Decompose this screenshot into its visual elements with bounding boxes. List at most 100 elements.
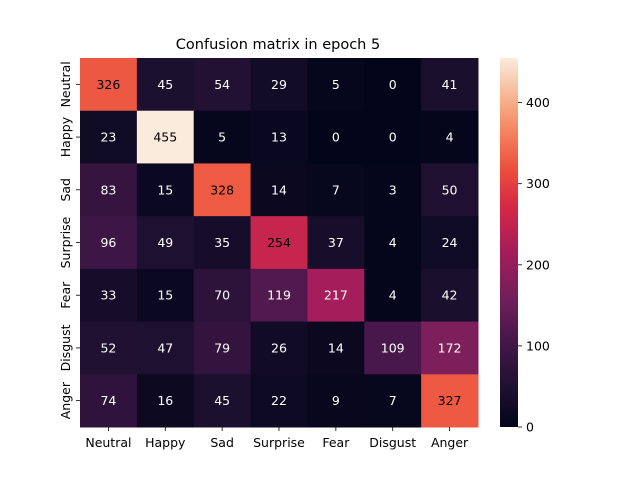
heatmap-cell <box>364 58 422 112</box>
heatmap-cell <box>136 374 195 428</box>
heatmap-cell <box>80 163 138 217</box>
cell-value-label: 119 <box>267 288 291 303</box>
cell-value-label: 29 <box>271 77 287 92</box>
cell-value-label: 45 <box>214 393 230 408</box>
heatmap-cell <box>307 268 365 323</box>
cell-value-label: 4 <box>446 130 454 145</box>
colorbar-tick-label: 400 <box>526 95 550 110</box>
cell-value-label: 4 <box>389 235 397 250</box>
cell-value-label: 15 <box>157 182 173 197</box>
heatmap-cell <box>421 268 479 323</box>
cell-value-label: 47 <box>157 340 173 355</box>
cell-value-label: 254 <box>267 235 291 250</box>
cell-value-label: 455 <box>153 130 177 145</box>
colorbar-tick-label: 0 <box>526 420 534 435</box>
heatmap-cell <box>250 321 308 375</box>
heatmap-cell <box>80 321 138 375</box>
x-tick-label: Sad <box>210 435 234 450</box>
cell-value-label: 49 <box>157 235 173 250</box>
heatmap-cell <box>421 374 479 428</box>
heatmap-cell <box>421 216 479 270</box>
cell-value-label: 79 <box>214 340 230 355</box>
y-axis: Neutral Happy Sad Surprise Fear Disgust Anger <box>58 61 80 419</box>
heatmap-cell <box>364 163 422 217</box>
cell-value-label: 3 <box>389 182 397 197</box>
cell-value-label: 70 <box>214 288 230 303</box>
y-tick-label: Surprise <box>58 216 73 268</box>
colorbar-tick-label: 300 <box>526 176 550 191</box>
heatmap-cell <box>250 110 308 164</box>
cell-value-label: 22 <box>271 393 287 408</box>
cell-value-label: 45 <box>157 77 173 92</box>
cell-value-label: 7 <box>332 182 340 197</box>
cell-value-label: 328 <box>210 182 234 197</box>
heatmap-cell <box>421 58 479 112</box>
heatmap-cell <box>193 321 252 375</box>
heatmap-cell <box>307 163 365 217</box>
heatmap-cell <box>80 110 138 164</box>
cell-value-label: 37 <box>328 235 344 250</box>
heatmap-cell <box>193 163 252 217</box>
cell-value-label: 172 <box>438 340 462 355</box>
heatmap-cell <box>364 110 422 164</box>
cell-value-label: 54 <box>214 77 230 92</box>
heatmap-cell <box>364 216 422 270</box>
cell-value-label: 23 <box>100 130 116 145</box>
cell-value-label: 109 <box>381 340 405 355</box>
cell-value-label: 35 <box>214 235 230 250</box>
heatmap-cell <box>250 268 308 323</box>
x-tick-label: Surprise <box>253 435 305 450</box>
x-tick-label: Disgust <box>369 435 416 450</box>
cell-value-label: 0 <box>389 130 397 145</box>
heatmap-cell <box>80 374 138 428</box>
cell-value-label: 74 <box>100 393 116 408</box>
colorbar-tick-label: 200 <box>526 257 550 272</box>
cell-value-label: 13 <box>271 130 287 145</box>
colorbar-axis: 0 100 200 300 400 <box>518 95 550 435</box>
cell-value-label: 5 <box>218 130 226 145</box>
cell-value-label: 83 <box>100 182 116 197</box>
cell-value-label: 14 <box>271 182 287 197</box>
heatmap-cell <box>364 268 422 323</box>
cell-value-label: 0 <box>389 77 397 92</box>
y-tick-label: Neutral <box>58 61 73 107</box>
heatmap-cell <box>364 321 422 375</box>
colorbar <box>500 58 518 427</box>
heatmap-cell <box>136 110 195 164</box>
x-tick-label: Fear <box>322 435 350 450</box>
y-tick-label: Fear <box>58 281 73 309</box>
heatmap-cell <box>136 216 195 270</box>
cell-value-label: 41 <box>442 77 458 92</box>
heatmap-cell <box>193 268 252 323</box>
cell-value-label: 42 <box>442 288 458 303</box>
heatmap-cell <box>307 58 365 112</box>
heatmap-cell <box>250 374 308 428</box>
heatmap-cell <box>80 268 138 323</box>
heatmap-cell <box>250 58 308 112</box>
cell-value-label: 52 <box>100 340 116 355</box>
heatmap-cell <box>80 58 138 112</box>
cell-value-label: 14 <box>328 340 344 355</box>
y-tick-label: Anger <box>58 381 73 419</box>
heatmap-cell <box>136 58 195 112</box>
y-tick-label: Sad <box>58 178 73 202</box>
heatmap-cell <box>307 321 365 375</box>
cell-value-label: 326 <box>96 77 120 92</box>
cell-value-label: 33 <box>100 288 116 303</box>
cell-value-label: 217 <box>324 288 348 303</box>
x-axis: Neutral Happy Sad Surprise Fear Disgust Anger <box>85 427 469 450</box>
heatmap-cell <box>364 374 422 428</box>
heatmap-cell <box>136 163 195 217</box>
heatmap-cell <box>193 110 252 164</box>
heatmap-cell <box>421 321 479 375</box>
cell-value-label: 0 <box>332 130 340 145</box>
heatmap-cell <box>80 216 138 270</box>
x-tick-label: Happy <box>145 435 186 450</box>
cell-value-label: 4 <box>389 288 397 303</box>
heatmap-cell <box>250 163 308 217</box>
x-tick-label: Anger <box>431 435 469 450</box>
heatmap-cell <box>193 216 252 270</box>
heatmap-cell <box>421 163 479 217</box>
